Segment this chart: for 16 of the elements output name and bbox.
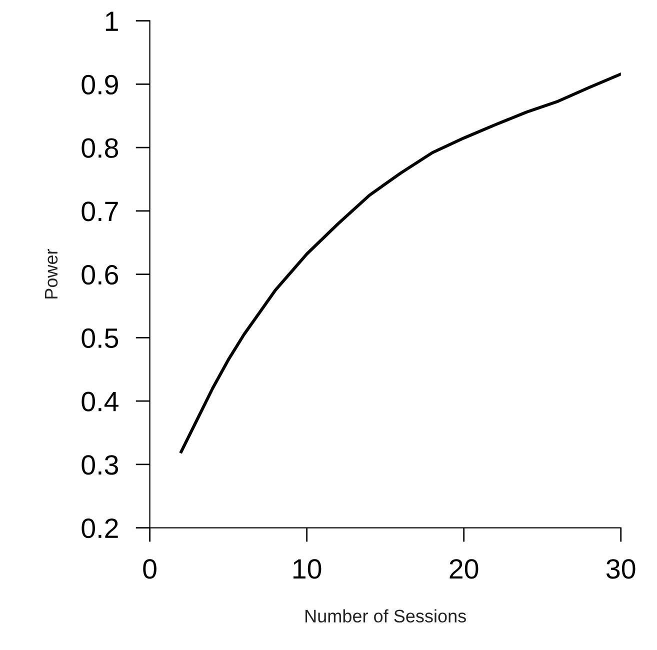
x-axis-title: Number of Sessions	[306, 609, 466, 623]
y-tick-label: 1	[106, 12, 118, 31]
y-axis-title: Power	[45, 249, 58, 298]
line-series	[180, 72, 621, 454]
y-tick-label: 0.8	[82, 138, 118, 158]
x-tick-label: 30	[606, 559, 636, 579]
y-tick-label: 0.7	[82, 202, 118, 222]
y-tick-label: 0.5	[82, 328, 118, 348]
y-tick-label: 0.6	[82, 264, 118, 285]
x-tick-label: 20	[450, 559, 478, 579]
y-tick-label: 0.3	[82, 455, 118, 475]
x-tick-label: 0	[143, 559, 156, 579]
y-tick-label: 0.9	[82, 74, 118, 95]
y-tick-label: 0.4	[82, 392, 118, 412]
y-tick-label: 0.2	[82, 518, 118, 538]
x-tick-label: 10	[293, 559, 322, 579]
